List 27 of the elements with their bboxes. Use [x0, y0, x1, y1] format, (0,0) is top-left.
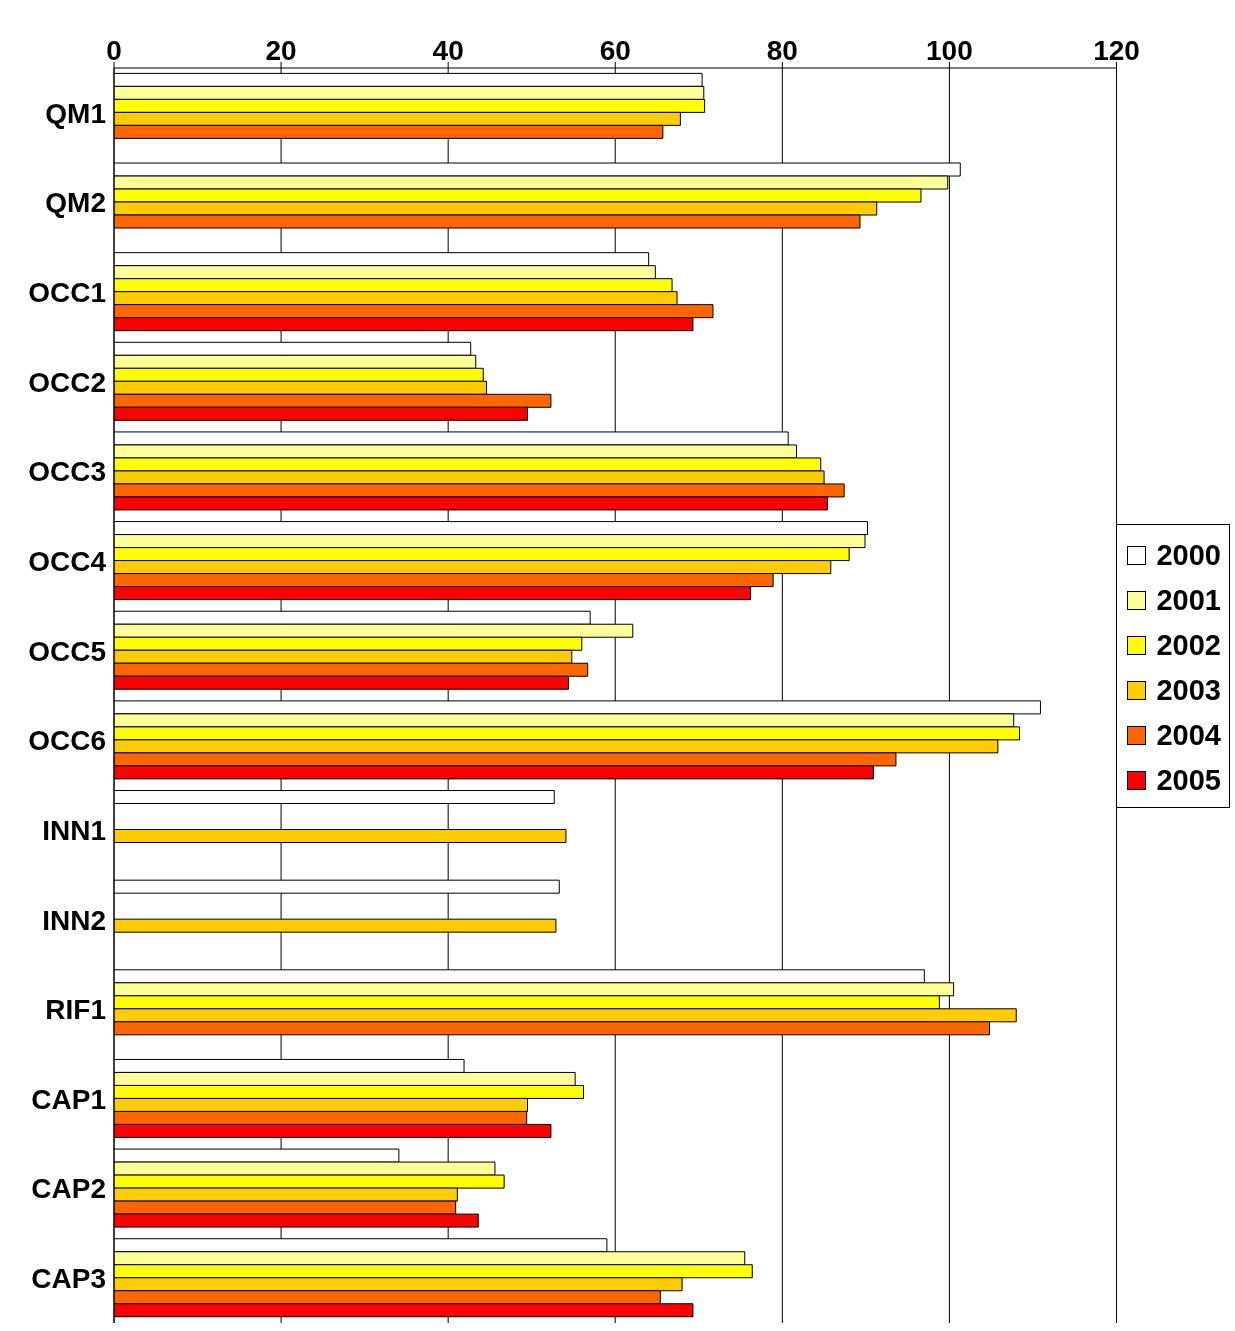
- y-tick-label: INN1: [42, 814, 106, 846]
- x-tick-label: 0: [106, 35, 122, 66]
- x-tick-label: 20: [265, 35, 297, 66]
- legend-label: 2001: [1156, 583, 1221, 617]
- y-tick-label: OCC4: [28, 545, 107, 577]
- legend-label: 2002: [1156, 628, 1221, 662]
- y-tick-label: RIF1: [45, 994, 106, 1026]
- x-tick-label: 120: [1093, 35, 1140, 66]
- y-tick-label: OCC1: [28, 277, 106, 309]
- legend-label: 2004: [1156, 718, 1221, 752]
- y-tick-label: CAP1: [31, 1083, 106, 1115]
- x-tick-label: 60: [599, 35, 631, 66]
- x-tick-label: 100: [926, 35, 973, 66]
- y-tick-label: OCC6: [28, 725, 106, 757]
- y-tick-label: QM1: [45, 97, 106, 129]
- x-tick-label: 80: [766, 35, 798, 66]
- y-tick-label: OCC5: [28, 635, 106, 667]
- legend-label: 2000: [1156, 538, 1221, 572]
- y-tick-label: INN2: [42, 904, 106, 936]
- legend-label: 2005: [1156, 763, 1221, 797]
- y-tick-label: CAP2: [31, 1173, 106, 1205]
- y-tick-label: OCC3: [28, 456, 106, 488]
- x-tick-label: 40: [432, 35, 464, 66]
- y-tick-label: CAP3: [31, 1263, 106, 1295]
- legend-label: 2003: [1156, 673, 1221, 707]
- y-tick-label: OCC2: [28, 366, 106, 398]
- y-tick-label: QM2: [45, 187, 106, 219]
